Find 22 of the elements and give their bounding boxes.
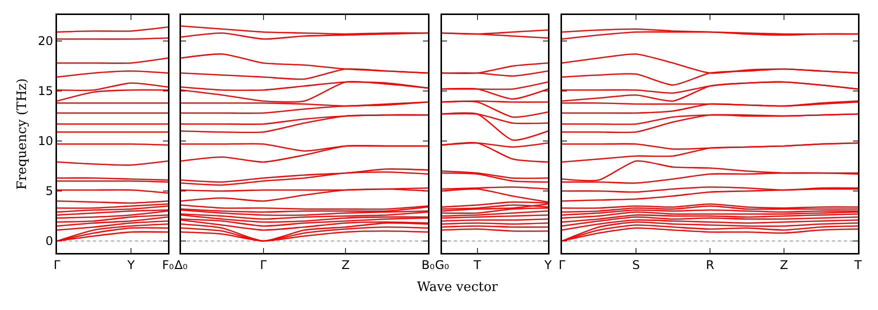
y-tick-label: 5: [45, 184, 54, 198]
x-tick-label: Γ: [260, 258, 267, 272]
y-tick-label: 15: [38, 84, 54, 98]
y-tick-label: 0: [45, 234, 54, 248]
y-axis-title: Frequency (THz): [15, 78, 30, 190]
x-tick-label: Z: [780, 258, 788, 272]
x-tick-label: T: [472, 258, 482, 272]
x-tick-label: F₀: [162, 258, 174, 272]
x-tick-label: Γ: [54, 258, 61, 272]
x-tick-label: R: [706, 258, 714, 272]
x-tick-label: Y: [543, 258, 552, 272]
x-tick-label: S: [632, 258, 640, 272]
y-tick-label: 20: [38, 34, 54, 48]
x-tick-label: B₀: [421, 258, 435, 272]
x-tick-label: Γ: [558, 258, 566, 272]
x-tick-label: Z: [342, 258, 350, 272]
x-axis-title: Wave vector: [417, 280, 499, 295]
x-tick-label: T: [853, 258, 862, 272]
x-tick-label: G₀: [434, 258, 450, 272]
x-tick-label: Δ₀: [174, 258, 188, 272]
y-tick-label: 10: [38, 134, 54, 148]
x-tick-label: Y: [126, 258, 136, 272]
